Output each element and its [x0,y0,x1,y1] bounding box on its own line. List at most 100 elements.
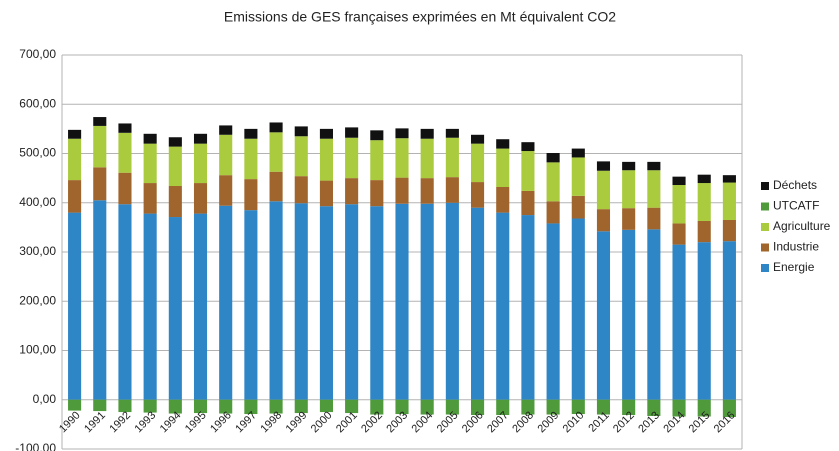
bar-segment [722,175,736,183]
bar-segment [697,220,711,243]
legend-label: Déchets [773,178,817,192]
bar-segment [521,399,535,415]
bar-segment [622,161,636,171]
bar-segment [143,143,157,184]
bar-segment [571,157,585,196]
bar-segment [168,217,182,400]
bar-segment [672,399,686,417]
bar-segment [445,202,459,400]
bar-segment [68,129,82,139]
y-tick-label: 300,00 [19,244,56,258]
chart-title: Emissions de GES françaises exprimées en… [224,9,616,25]
x-tick-label: 1990 [57,409,83,435]
bar-segment [722,219,736,242]
bar-segment [596,231,611,400]
y-tick-label: 700,00 [19,47,56,61]
bar-segment [93,117,107,126]
bar-segment [118,172,132,205]
bar-segment [219,399,233,414]
bar-segment [672,176,686,186]
bar-segment [471,182,485,208]
bar-segment [193,399,208,414]
bar-segment [546,162,560,202]
y-tick-label: 400,00 [19,195,56,209]
x-tick-label: 1991 [82,409,108,435]
bar-segment [445,128,459,138]
bar-segment [445,399,459,415]
bar-segment [294,399,308,414]
bar-segment [269,132,283,172]
bar-segment [496,139,510,149]
x-tick-label: 2000 [309,409,335,435]
bar-segment [445,177,459,203]
legend-label: Industrie [773,240,819,254]
bar-segment [697,183,711,221]
bar-segment [622,208,636,230]
bar-segment [143,183,157,214]
y-tick-label: 0,00 [33,392,57,406]
bar-segment [345,127,359,138]
bar-segment [647,399,661,417]
bar-segment [496,186,510,213]
legend-swatch [761,202,769,211]
bar-segment [546,399,560,415]
bar-segment [193,143,208,184]
bar-segment [445,137,459,178]
bar-segment [471,143,485,183]
bar-segment [118,132,132,173]
bar-segment [722,399,736,417]
bar-segment [244,210,258,400]
bar-segment [622,229,636,400]
bar-segment [244,128,258,139]
bar-segment [596,209,611,232]
legend-swatch [761,182,769,190]
bar-segment [672,244,686,400]
bar-segment [319,399,333,413]
bar-segment [697,174,711,184]
x-tick-label: 1995 [183,409,209,435]
bar-segment [370,180,384,207]
legend-label: UTCATF [773,199,819,213]
bar-segment [395,177,409,204]
legend-swatch [761,243,769,252]
bar-segment [219,205,233,400]
x-tick-label: 1992 [107,409,133,435]
bar-segment [596,161,611,171]
y-tick-label: 100,00 [19,343,56,357]
bar-segment [118,204,132,400]
bar-segment [68,212,82,400]
bar-segment [546,223,560,400]
bar-segment [193,183,208,214]
bar-segment [395,399,409,415]
bar-segment [319,138,333,181]
bar-segment [697,399,711,417]
x-tick-label: 1993 [133,409,159,435]
bar-segment [93,125,107,168]
bar-segment [622,399,636,416]
bar-segment [294,136,308,177]
bar-segment [647,229,661,400]
bar-segment [118,123,132,133]
bar-segment [345,178,359,205]
bar-segment [370,140,384,181]
y-tick-label: 600,00 [19,96,56,110]
bar-segment [471,134,485,144]
bar-segment [68,180,82,213]
bar-segment [193,133,208,144]
bar-segment [596,170,611,210]
bar-segment [370,206,384,400]
bar-segment [722,241,736,400]
bar-segment [143,399,157,413]
bar-segment [168,137,182,147]
bar-segment [395,138,409,178]
bar-segment [319,128,333,139]
bar-segment [294,126,308,137]
bar-segment [496,399,510,416]
bar-segment [269,122,283,133]
bar-segment [269,399,283,414]
bar-segment [269,171,283,202]
bar-segment [521,151,535,191]
bar-segment [68,399,82,411]
bar-segment [697,242,711,400]
bar-segment [319,206,333,400]
